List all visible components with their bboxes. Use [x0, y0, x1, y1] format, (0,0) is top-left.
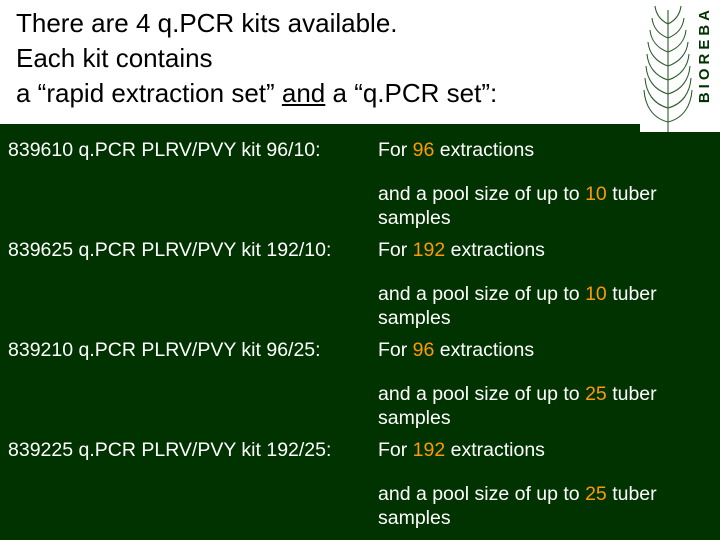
kit-pool: and a pool size of up to 10 tuber sample… — [378, 182, 712, 231]
pool-size: 25 — [585, 483, 607, 505]
kit-label: 839610 q.PCR PLRV/PVY kit 96/10: — [8, 138, 368, 162]
intro-line-1: There are 4 q.PCR kits available. — [16, 6, 620, 41]
pool-prefix: and a pool size of up to — [378, 283, 585, 305]
pool-prefix: and a pool size of up to — [378, 383, 585, 405]
for-prefix: For — [378, 439, 413, 461]
wheat-icon — [640, 0, 696, 132]
intro-text: There are 4 q.PCR kits available. Each k… — [16, 6, 620, 111]
extractions-count: 192 — [413, 439, 446, 461]
brand-name: BIOREBA — [696, 0, 720, 109]
kit-pool: and a pool size of up to 10 tuber sample… — [378, 282, 712, 331]
kit-pool: and a pool size of up to 25 tuber sample… — [378, 482, 712, 531]
pool-prefix: and a pool size of up to — [378, 183, 585, 205]
intro-line-3: a “rapid extraction set” and a “q.PCR se… — [16, 76, 620, 111]
extractions-count: 192 — [413, 239, 446, 261]
kit-label: 839625 q.PCR PLRV/PVY kit 192/10: — [8, 238, 368, 262]
kit-extractions: For 192 extractions — [378, 438, 712, 462]
extractions-count: 96 — [413, 339, 435, 361]
pool-prefix: and a pool size of up to — [378, 483, 585, 505]
extractions-count: 96 — [413, 139, 435, 161]
pool-size: 25 — [585, 383, 607, 405]
intro-line-2: Each kit contains — [16, 41, 620, 76]
kit-label: 839210 q.PCR PLRV/PVY kit 96/25: — [8, 338, 368, 362]
kit-extractions: For 192 extractions — [378, 238, 712, 262]
brand-logo: BIOREBA — [640, 0, 720, 132]
kit-label: 839225 q.PCR PLRV/PVY kit 192/25: — [8, 438, 368, 462]
for-suffix: extractions — [445, 439, 545, 461]
pool-size: 10 — [585, 183, 607, 205]
pool-size: 10 — [585, 283, 607, 305]
for-suffix: extractions — [434, 339, 534, 361]
intro-line-3b: a “q.PCR set”: — [325, 78, 497, 108]
for-prefix: For — [378, 239, 413, 261]
for-suffix: extractions — [445, 239, 545, 261]
kit-pool: and a pool size of up to 25 tuber sample… — [378, 382, 712, 431]
kit-extractions: For 96 extractions — [378, 138, 712, 162]
for-prefix: For — [378, 139, 413, 161]
kit-extractions: For 96 extractions — [378, 338, 712, 362]
for-prefix: For — [378, 339, 413, 361]
intro-and-underline: and — [282, 78, 325, 108]
slide: BIOREBA There are 4 q.PCR kits available… — [0, 0, 720, 540]
intro-line-3a: a “rapid extraction set” — [16, 78, 282, 108]
for-suffix: extractions — [434, 139, 534, 161]
